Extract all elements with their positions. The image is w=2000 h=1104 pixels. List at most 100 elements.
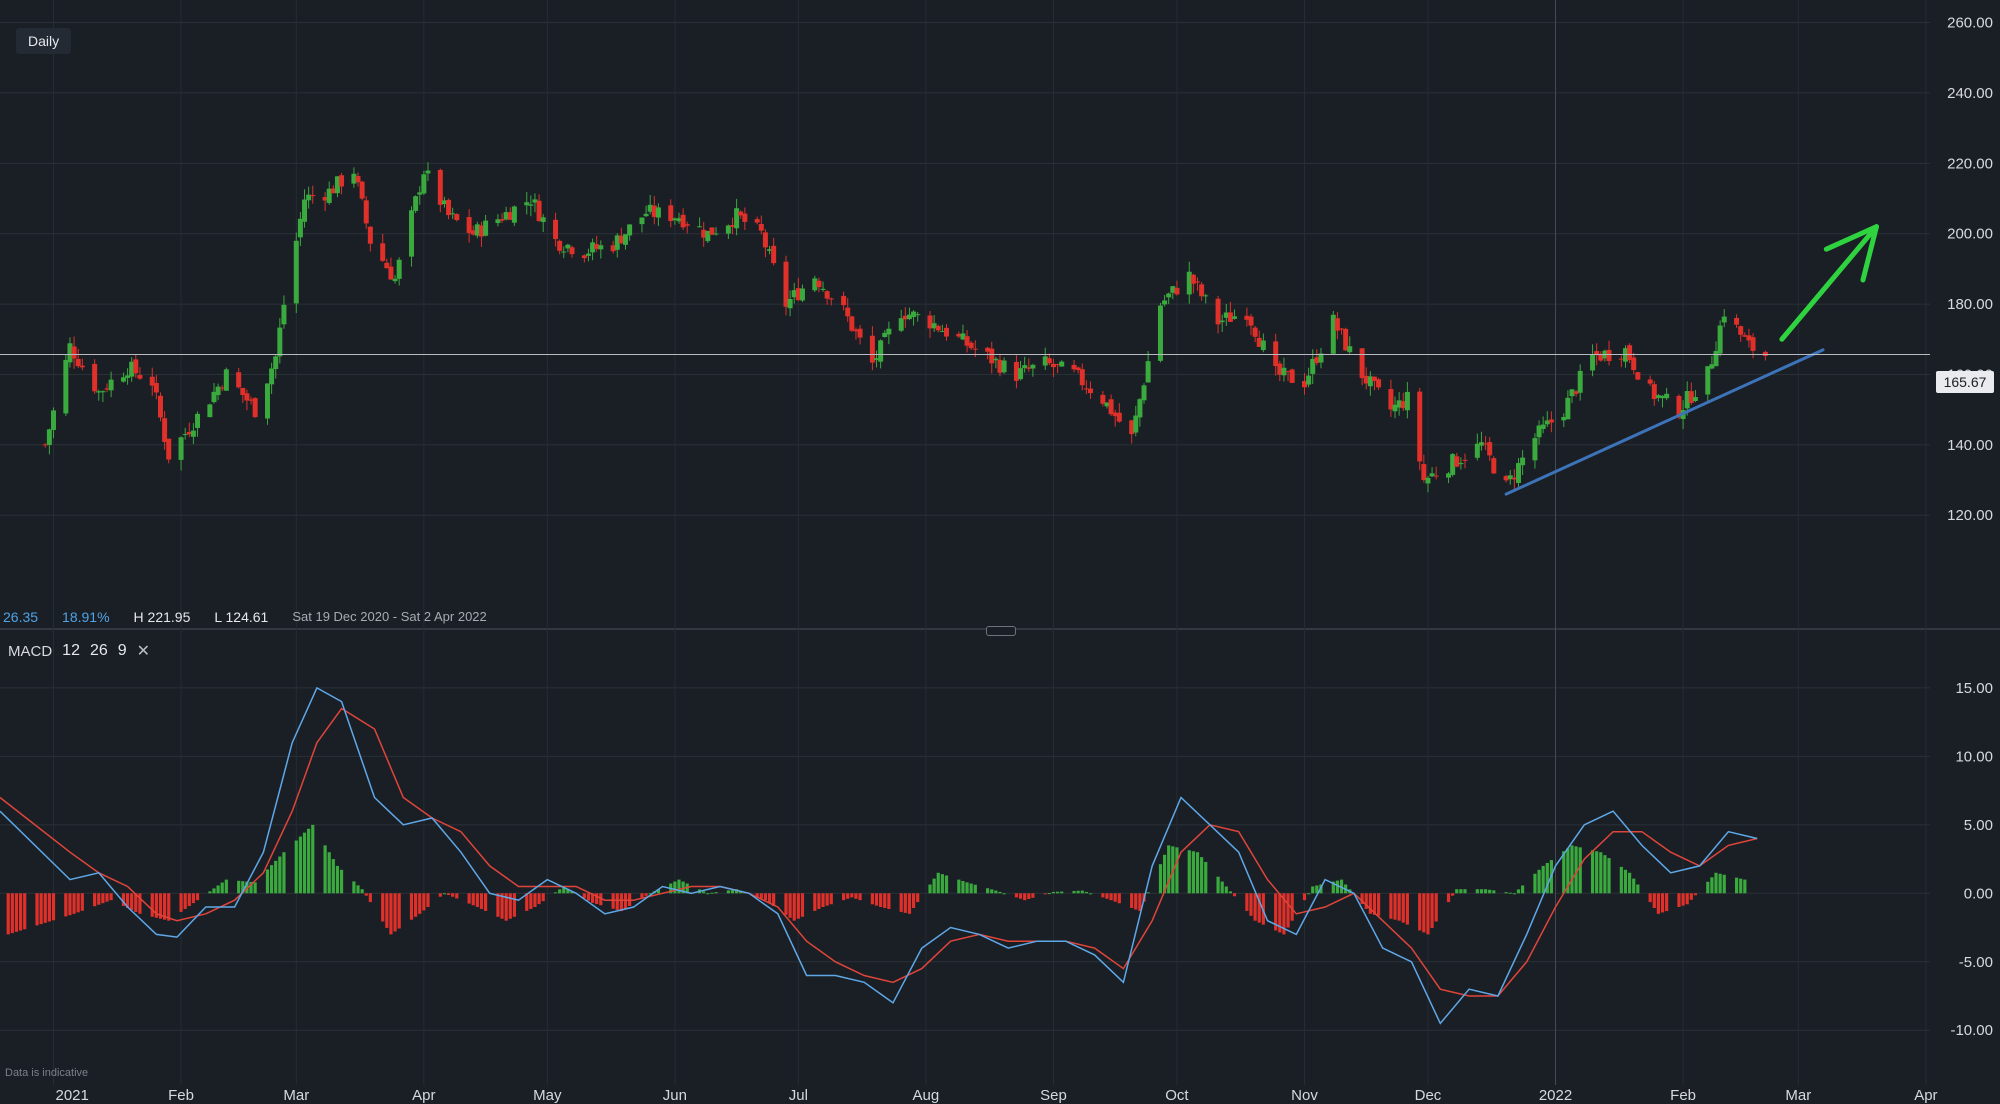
macd-axis-tick-label: 0.00: [1964, 885, 1993, 902]
interval-badge[interactable]: Daily: [16, 28, 72, 54]
macd-histogram-bar: [381, 893, 385, 922]
macd-histogram-bar: [887, 893, 891, 909]
candle-body: [355, 176, 361, 183]
candle-body: [384, 262, 390, 269]
candle-body: [1392, 404, 1398, 412]
macd-histogram-bar: [1282, 893, 1286, 935]
candle-body: [738, 211, 744, 216]
macd-histogram-bar: [51, 893, 56, 921]
candle-body: [1544, 420, 1550, 425]
candle-body: [1590, 354, 1596, 371]
candle-body: [495, 219, 501, 224]
macd-histogram-bar: [1105, 893, 1109, 899]
macd-histogram-bar: [101, 893, 105, 904]
candle-body: [137, 375, 143, 379]
candle-body: [680, 214, 686, 228]
candle-body: [1071, 364, 1077, 370]
macd-histogram-bar: [928, 884, 932, 894]
macd-histogram-bar: [1134, 893, 1138, 910]
candle-body: [935, 325, 941, 331]
macd-histogram-bar: [1278, 893, 1282, 933]
time-axis-tick-label: Nov: [1291, 1087, 1318, 1104]
candle-body: [886, 328, 892, 335]
macd-histogram-bar: [1451, 893, 1455, 896]
macd-histogram-bar: [1578, 847, 1582, 894]
candle-body: [367, 226, 373, 244]
candle-body: [590, 242, 596, 253]
candle-body: [742, 213, 748, 222]
candle-body: [989, 348, 995, 364]
macd-histogram-bar: [109, 893, 113, 901]
time-axis-tick-label: Sep: [1040, 1087, 1067, 1104]
macd-histogram-bar: [451, 893, 455, 897]
candle-body: [470, 230, 476, 235]
macd-histogram-bar: [990, 889, 994, 894]
candle-body: [943, 327, 949, 337]
macd-histogram-bar: [817, 893, 821, 909]
macd-histogram-bar: [500, 893, 504, 919]
macd-histogram-bar: [163, 893, 167, 920]
macd-histogram-bar: [1714, 872, 1718, 894]
candle-body: [388, 266, 394, 280]
time-axis-tick-label: 2022: [1539, 1087, 1572, 1104]
macd-histogram-bar: [788, 893, 792, 918]
macd-histogram-bar: [249, 881, 253, 894]
candle-body: [639, 217, 645, 225]
macd-histogram-bar: [957, 879, 961, 894]
candle-body: [1190, 274, 1196, 284]
candle-body: [1223, 312, 1229, 318]
candle-body: [1540, 424, 1546, 429]
macd-histogram-bar: [1722, 874, 1726, 894]
candle-body: [207, 404, 213, 418]
macd-histogram-bar: [553, 892, 558, 894]
candle-body: [1684, 391, 1690, 409]
macd-histogram-bar: [1302, 893, 1307, 901]
macd-histogram-bar: [39, 893, 43, 925]
macd-histogram-bar: [1002, 893, 1006, 895]
macd-histogram-bar: [1331, 881, 1335, 894]
close-icon[interactable]: ✕: [136, 643, 151, 660]
macd-histogram-bar: [183, 893, 187, 909]
candle-body: [269, 368, 275, 385]
macd-histogram-bar: [973, 884, 977, 894]
candle-body: [162, 418, 168, 442]
macd-histogram-bar: [125, 893, 130, 908]
macd-histogram-bar: [1734, 877, 1739, 894]
candle-body: [1478, 442, 1484, 446]
candle-body: [1059, 361, 1065, 367]
candle-body: [120, 377, 126, 382]
candle-body: [1215, 298, 1221, 325]
macd-histogram-bar: [1426, 893, 1430, 935]
candle-body: [219, 387, 225, 389]
candle-body: [334, 176, 340, 194]
bullish-arrow-head: [1823, 224, 1880, 283]
candle-body: [1577, 370, 1583, 393]
candle-body: [598, 245, 604, 250]
candle-body: [1256, 337, 1262, 347]
candle-body: [1248, 316, 1254, 326]
macd-histogram-bar: [965, 882, 969, 894]
candle-body: [956, 333, 962, 337]
candle-body: [63, 359, 69, 414]
macd-histogram-bar: [1488, 889, 1492, 894]
candle-body: [960, 333, 966, 340]
candle-body: [322, 197, 328, 201]
candle-body: [108, 379, 114, 391]
candle-body: [1762, 351, 1768, 356]
candle-body: [581, 255, 587, 259]
macd-histogram-bar: [121, 893, 126, 907]
macd-histogram-bar: [1677, 893, 1681, 907]
pane-resize-handle[interactable]: [986, 626, 1016, 636]
macd-histogram-bar: [825, 893, 829, 906]
candle-body: [1199, 284, 1205, 297]
candle-body: [614, 235, 620, 250]
macd-histogram-bar: [43, 893, 47, 923]
candle-body: [532, 199, 538, 203]
macd-histogram-bar: [105, 893, 109, 902]
macd-histogram-bar: [245, 881, 249, 894]
macd-histogram-bar: [1545, 862, 1549, 894]
candle-body: [297, 218, 303, 238]
candle-body: [1227, 312, 1233, 322]
macd-histogram-bar: [1191, 851, 1195, 894]
